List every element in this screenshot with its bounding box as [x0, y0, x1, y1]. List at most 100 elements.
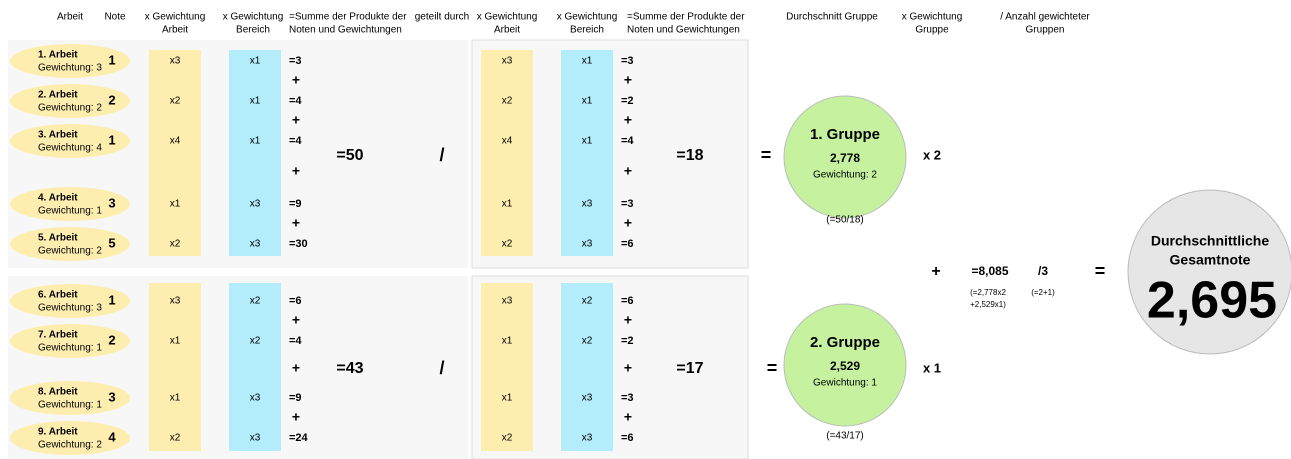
column — [481, 50, 533, 256]
weight: x1 — [582, 96, 593, 107]
item-weight: Gewichtung: 1 — [38, 400, 102, 411]
plus: + — [292, 72, 300, 88]
group-title: 2. Gruppe — [810, 334, 880, 351]
weight: x1 — [170, 336, 181, 347]
calc: +2,529x1) — [970, 300, 1006, 309]
item-badge — [10, 381, 130, 415]
item-badge — [10, 284, 130, 318]
weight: x3 — [582, 433, 593, 444]
header: Gruppen — [1026, 25, 1065, 36]
sum: =17 — [676, 360, 703, 377]
header: =Summe der Produkte der — [289, 12, 407, 23]
product: =3 — [621, 55, 634, 67]
weight: x3 — [250, 199, 261, 210]
product: =2 — [621, 95, 634, 107]
group-factor: x 2 — [923, 147, 941, 162]
weight: x3 — [250, 433, 261, 444]
product: =3 — [621, 392, 634, 404]
weight: x3 — [170, 56, 181, 67]
column — [229, 50, 281, 256]
product: =9 — [289, 392, 302, 404]
plus: + — [292, 163, 300, 179]
item-weight: Gewichtung: 1 — [38, 206, 102, 217]
item-title: 1. Arbeit — [38, 50, 78, 61]
item-title: 7. Arbeit — [38, 330, 78, 341]
header: Noten und Gewichtungen — [289, 25, 402, 36]
weight: x3 — [250, 239, 261, 250]
weight: x3 — [170, 296, 181, 307]
weight: x3 — [582, 393, 593, 404]
plus: + — [624, 112, 632, 128]
product: =3 — [289, 55, 302, 67]
weight: x2 — [502, 239, 513, 250]
item-title: 9. Arbeit — [38, 427, 78, 438]
divide: / — [439, 358, 444, 378]
product: =4 — [289, 95, 302, 107]
item-title: 6. Arbeit — [38, 290, 78, 301]
item-title: 2. Arbeit — [38, 90, 78, 101]
weight: x2 — [502, 96, 513, 107]
item-title: 8. Arbeit — [38, 387, 78, 398]
sum: =18 — [676, 147, 703, 164]
column — [149, 283, 201, 451]
weight: x2 — [582, 296, 593, 307]
weight: x3 — [582, 239, 593, 250]
item-badge — [10, 324, 130, 358]
plus: + — [624, 215, 632, 231]
product: =6 — [621, 238, 634, 250]
calc: (=2+1) — [1031, 288, 1055, 297]
calc: (=2,778x2 — [970, 288, 1006, 297]
total-title: Gesamtnote — [1170, 252, 1251, 268]
weight: x3 — [250, 393, 261, 404]
weight: x1 — [502, 393, 513, 404]
group-circle — [783, 303, 907, 427]
weight: x2 — [582, 336, 593, 347]
plus: + — [292, 312, 300, 328]
weight: x4 — [502, 136, 513, 147]
product: =4 — [289, 335, 302, 347]
weight: x3 — [582, 199, 593, 210]
product: =6 — [621, 432, 634, 444]
item-note: 3 — [108, 195, 115, 210]
header: geteilt durch — [415, 12, 469, 23]
item-badge — [10, 124, 130, 158]
item-note: 1 — [108, 132, 115, 147]
product: =4 — [621, 135, 634, 147]
header: Note — [104, 12, 126, 23]
product: =6 — [289, 295, 302, 307]
item-weight: Gewichtung: 4 — [38, 143, 102, 154]
plus: + — [624, 409, 632, 425]
group-calc: (=50/18) — [826, 215, 864, 226]
weight: x1 — [250, 96, 261, 107]
plus: + — [624, 360, 632, 376]
header: x Gewichtung — [902, 12, 963, 23]
item-note: 2 — [108, 92, 115, 107]
weight: x3 — [502, 296, 513, 307]
group-weight: Gewichtung: 1 — [813, 378, 877, 389]
item-note: 5 — [108, 235, 115, 250]
header: Arbeit — [162, 25, 188, 36]
column — [561, 50, 613, 256]
plus: + — [931, 263, 940, 280]
product: =3 — [621, 198, 634, 210]
plus: + — [624, 163, 632, 179]
item-weight: Gewichtung: 2 — [38, 440, 102, 451]
header: Bereich — [570, 25, 604, 36]
item-note: 1 — [108, 52, 115, 67]
plus: + — [624, 312, 632, 328]
weight: x1 — [170, 199, 181, 210]
item-note: 3 — [108, 389, 115, 404]
weight: x1 — [582, 136, 593, 147]
group-title: 1. Gruppe — [810, 126, 880, 143]
group-calc: (=43/17) — [826, 431, 864, 442]
weight: x4 — [170, 136, 181, 147]
item-badge — [10, 44, 130, 78]
weight: x2 — [170, 96, 181, 107]
group-value: 2,529 — [830, 359, 860, 373]
weight: x3 — [502, 56, 513, 67]
weight: x1 — [250, 56, 261, 67]
plus: + — [292, 360, 300, 376]
plus: + — [624, 72, 632, 88]
total-title: Durchschnittliche — [1151, 233, 1269, 249]
